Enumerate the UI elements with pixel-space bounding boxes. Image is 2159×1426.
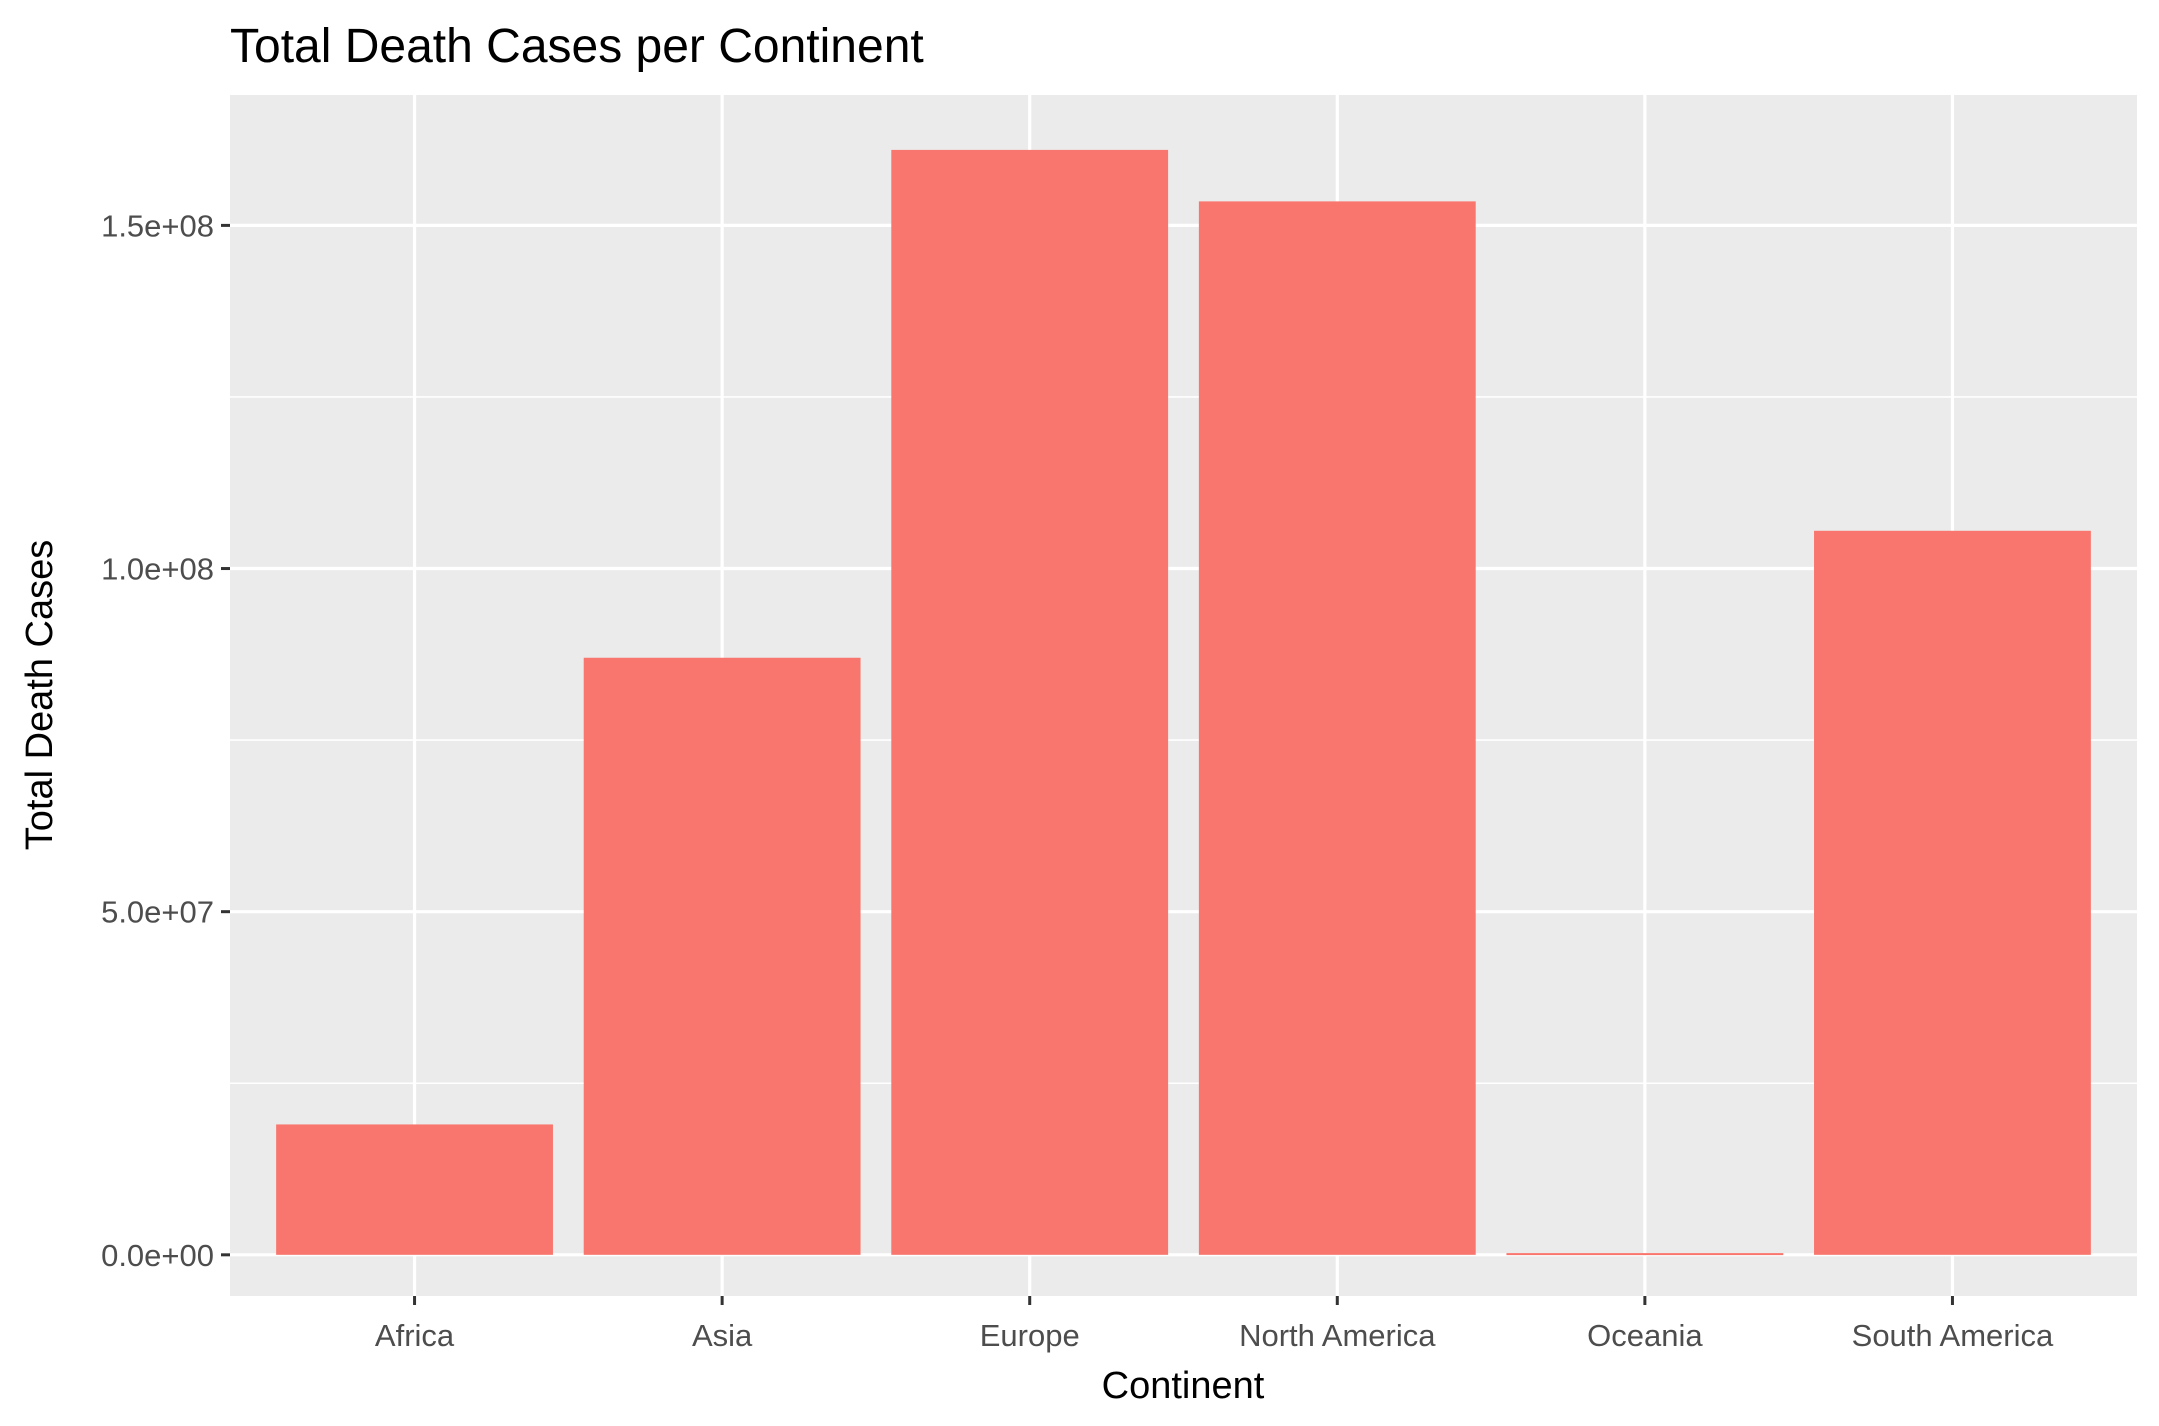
x-tick-label: North America <box>1239 1318 1436 1353</box>
bar-oceania <box>1506 1253 1784 1256</box>
y-tick-label: 0.0e+00 <box>101 1238 214 1273</box>
x-tick-label: Europe <box>980 1318 1080 1353</box>
y-tick-label: 1.5e+08 <box>101 208 214 243</box>
x-tick-label: Africa <box>375 1318 455 1353</box>
x-tick-label: South America <box>1852 1318 2054 1353</box>
bar-south-america <box>1814 530 2091 1255</box>
x-tick-label: Oceania <box>1587 1318 1703 1353</box>
bars <box>276 149 2091 1256</box>
y-tick-label: 1.0e+08 <box>101 552 214 587</box>
bar-asia <box>583 657 861 1255</box>
bar-north-america <box>1198 201 1476 1255</box>
y-axis-ticks: 0.0e+00 5.0e+07 1.0e+08 1.5e+08 <box>101 208 230 1273</box>
bar-africa <box>276 1124 553 1255</box>
bar-europe <box>891 149 1169 1255</box>
chart-title: Total Death Cases per Continent <box>230 20 924 73</box>
x-tick-label: Asia <box>692 1318 753 1353</box>
x-axis-ticks: Africa Asia Europe North America Oceania Sout… <box>375 1296 2054 1353</box>
y-axis-title: Total Death Cases <box>19 540 61 851</box>
y-tick-label: 5.0e+07 <box>101 895 214 930</box>
x-axis-title: Continent <box>1102 1365 1265 1407</box>
